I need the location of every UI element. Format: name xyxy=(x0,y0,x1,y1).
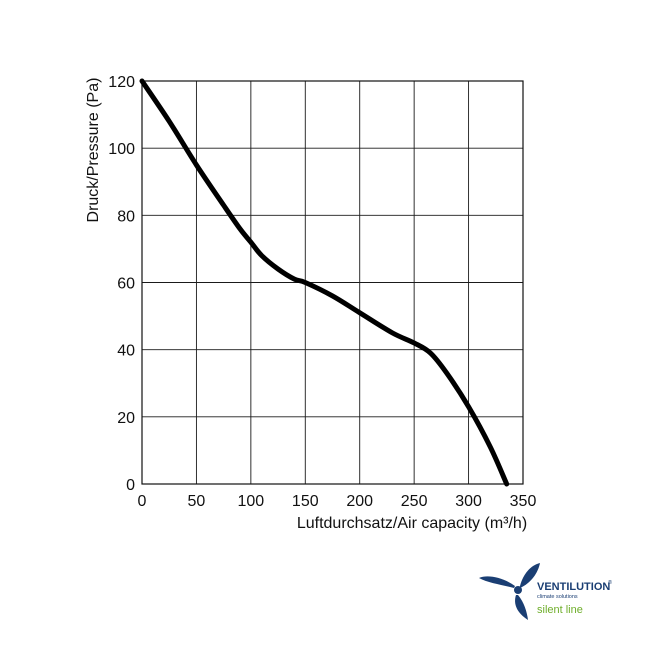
y-tick-label: 0 xyxy=(126,477,135,494)
x-axis-title: Luftdurchsatz/Air capacity (m³/h) xyxy=(297,515,527,532)
fan-icon xyxy=(479,563,540,620)
brand-line: silent line xyxy=(537,604,583,616)
performance-curve xyxy=(139,78,510,487)
y-axis-title: Druck/Pressure (Pa) xyxy=(85,78,102,223)
y-tick-label: 80 xyxy=(117,208,135,225)
y-tick-label: 60 xyxy=(117,276,135,293)
grid xyxy=(141,80,524,485)
x-tick-label: 300 xyxy=(455,493,482,510)
x-tick-labels: 0 50 100 150 200 250 300 350 xyxy=(138,493,537,510)
x-tick-label: 50 xyxy=(188,493,206,510)
brand-name: VENTILUTION xyxy=(537,581,610,593)
x-tick-label: 200 xyxy=(346,493,373,510)
y-tick-labels: 0 20 40 60 80 100 120 xyxy=(108,74,135,494)
y-tick-label: 100 xyxy=(108,141,135,158)
brand-registered-mark: ® xyxy=(608,579,612,586)
performance-curve-group xyxy=(139,78,510,487)
y-tick-label: 120 xyxy=(108,74,135,91)
plot-frame xyxy=(141,80,524,485)
plot-border xyxy=(141,80,524,485)
y-tick-label: 40 xyxy=(117,343,135,360)
x-tick-label: 0 xyxy=(138,493,147,510)
brand-tagline: climate solutions xyxy=(537,594,578,600)
x-tick-label: 250 xyxy=(401,493,428,510)
x-tick-label: 100 xyxy=(238,493,265,510)
x-tick-label: 150 xyxy=(292,493,319,510)
y-tick-label: 20 xyxy=(117,410,135,427)
x-tick-label: 350 xyxy=(510,493,537,510)
brand-logo: VENTILUTION ® climate solutions silent l… xyxy=(479,563,612,620)
